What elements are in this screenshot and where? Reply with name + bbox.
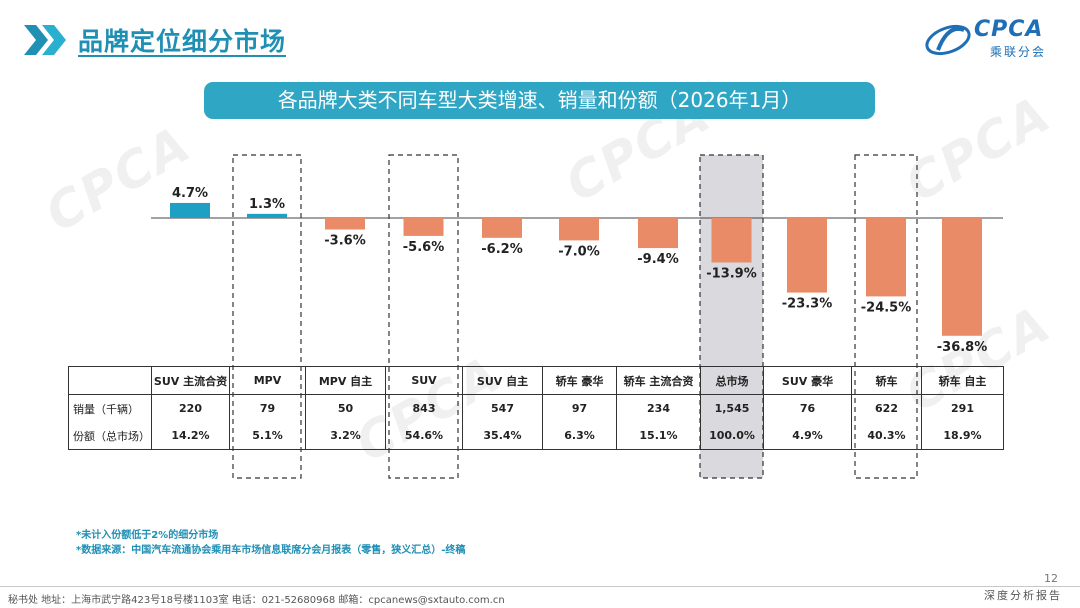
footer-contact: 秘书处 地址：上海市武宁路423号18号楼1103室 电话：021-526809… xyxy=(8,595,505,606)
sales-cell: 291 xyxy=(921,394,1004,422)
footnote-line: *数据来源：中国汽车流通协会乘用车市场信息联席分会月报表（零售，狭义汇总）-终稿 xyxy=(76,545,466,556)
dashed-group-box xyxy=(854,154,918,479)
table-row: 销量（千辆） 220 79 50 843 547 97 234 1,545 76 622 291 xyxy=(68,394,1004,422)
data-label: -23.3% xyxy=(782,297,833,312)
share-cell: 54.6% xyxy=(385,422,463,450)
column-header: SUV xyxy=(385,366,463,395)
chart-banner: 各品牌大类不同车型大类增速、销量和份额（2026年1月） xyxy=(204,82,875,119)
data-label: -36.8% xyxy=(937,340,988,355)
page-title: 品牌定位细分市场 xyxy=(78,27,287,56)
cpca-logo: CPCA 乘联分会 xyxy=(924,16,1052,62)
sales-cell: 234 xyxy=(616,394,701,422)
data-label: -7.0% xyxy=(558,244,599,259)
share-cell: 15.1% xyxy=(616,422,701,450)
bar xyxy=(482,218,522,238)
column-header: 轿车 xyxy=(851,366,922,395)
data-label: -5.6% xyxy=(403,240,444,255)
column-header: SUV 自主 xyxy=(462,366,543,395)
column-header: MPV 自主 xyxy=(305,366,386,395)
sales-cell: 50 xyxy=(305,394,386,422)
share-cell: 6.3% xyxy=(542,422,617,450)
share-cell: 3.2% xyxy=(305,422,386,450)
share-cell: 18.9% xyxy=(921,422,1004,450)
column-header: 轿车 豪华 xyxy=(542,366,617,395)
bar xyxy=(711,218,752,263)
data-label: -3.6% xyxy=(324,234,365,249)
sales-cell: 622 xyxy=(851,394,922,422)
footer-divider xyxy=(0,586,1080,587)
column-header: 总市场 xyxy=(700,366,764,395)
logo-mark-icon xyxy=(925,24,971,56)
bar xyxy=(559,218,599,241)
footer-report-label: 深度分析报告 xyxy=(984,589,1062,602)
page-number: 12 xyxy=(1044,572,1058,585)
column-header: SUV 豪华 xyxy=(763,366,852,395)
sales-cell: 79 xyxy=(229,394,306,422)
sales-cell: 220 xyxy=(151,394,230,422)
bar xyxy=(247,213,287,218)
chevron-right-icon xyxy=(24,25,66,55)
share-cell: 40.3% xyxy=(851,422,922,450)
logo-text: CPCA xyxy=(974,17,1044,42)
sales-cell: 1,545 xyxy=(700,394,764,422)
table-header-row: SUV 主流合资 MPV MPV 自主 SUV SUV 自主 轿车 豪华 轿车 主流合资 总市… xyxy=(68,366,1004,395)
share-cell: 5.1% xyxy=(229,422,306,450)
bar xyxy=(787,218,827,293)
row-header xyxy=(68,366,152,395)
row-header: 销量（千辆） xyxy=(68,394,152,422)
bar xyxy=(942,218,982,336)
dashed-group-box xyxy=(232,154,302,479)
data-label: -13.9% xyxy=(706,266,757,281)
data-label: 1.3% xyxy=(249,197,285,212)
row-header: 份额（总市场） xyxy=(68,422,152,450)
column-header: MPV xyxy=(229,366,306,395)
share-cell: 14.2% xyxy=(151,422,230,450)
data-label: -9.4% xyxy=(637,252,678,267)
segment-data-table: SUV 主流合资 MPV MPV 自主 SUV SUV 自主 轿车 豪华 轿车 主流合资 总市… xyxy=(68,366,1004,450)
bar xyxy=(325,218,365,230)
column-header: 轿车 自主 xyxy=(921,366,1004,395)
sales-cell: 97 xyxy=(542,394,617,422)
column-header: SUV 主流合资 xyxy=(151,366,230,395)
share-cell: 4.9% xyxy=(763,422,852,450)
sales-cell: 547 xyxy=(462,394,543,422)
sales-cell: 76 xyxy=(763,394,852,422)
bar xyxy=(170,202,210,218)
dashed-group-box xyxy=(388,154,459,479)
column-header: 轿车 主流合资 xyxy=(616,366,701,395)
data-label: -6.2% xyxy=(481,242,522,257)
data-label: -24.5% xyxy=(861,300,912,315)
logo-subtext: 乘联分会 xyxy=(990,45,1047,59)
share-cell: 100.0% xyxy=(700,422,764,450)
bar xyxy=(866,218,906,297)
bar xyxy=(403,218,444,236)
data-label: 4.7% xyxy=(172,186,208,201)
share-cell: 35.4% xyxy=(462,422,543,450)
footnote-line: *未计入份额低于2%的细分市场 xyxy=(76,530,219,541)
footnotes: *未计入份额低于2%的细分市场 *数据来源：中国汽车流通协会乘用车市场信息联席分… xyxy=(76,528,465,558)
page-header: 品牌定位细分市场 xyxy=(22,22,286,58)
table-row: 份额（总市场） 14.2% 5.1% 3.2% 54.6% 35.4% 6.3% 15.1% 1… xyxy=(68,422,1004,450)
bar xyxy=(638,218,678,249)
sales-cell: 843 xyxy=(385,394,463,422)
